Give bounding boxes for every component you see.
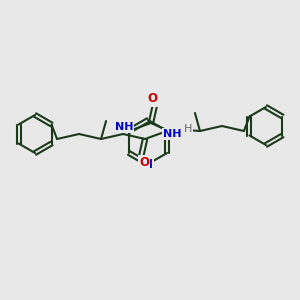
Text: NH: NH: [115, 122, 133, 132]
Text: NH: NH: [163, 129, 181, 139]
Text: O: O: [139, 157, 149, 169]
Text: H: H: [184, 124, 192, 134]
Text: N: N: [143, 158, 153, 172]
Text: O: O: [147, 92, 157, 106]
